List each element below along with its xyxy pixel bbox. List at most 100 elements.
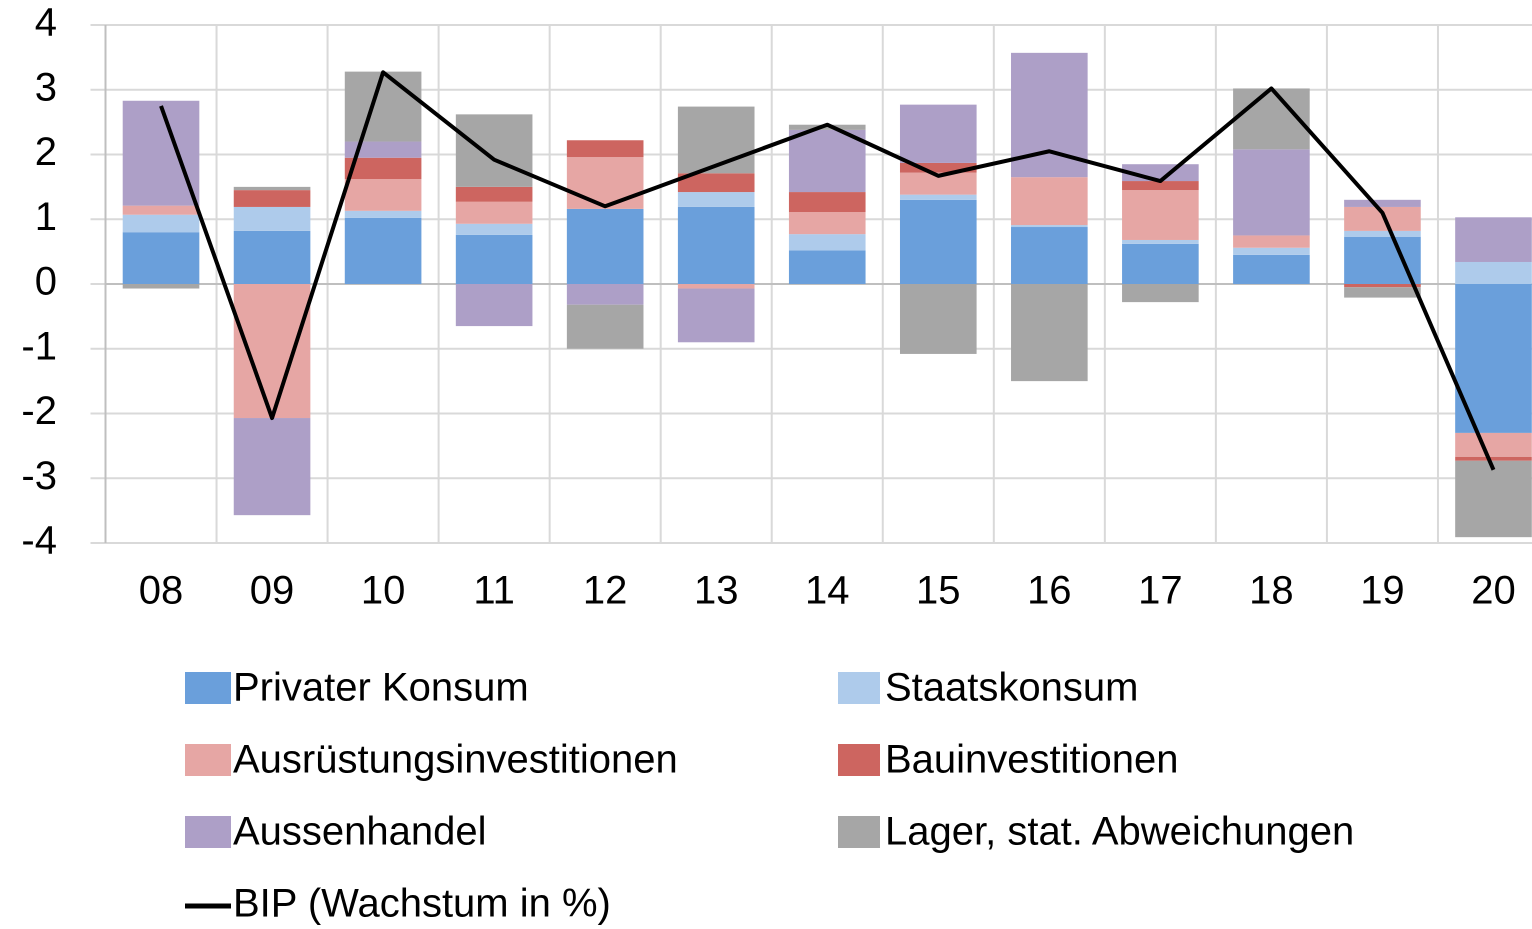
x-tick-label: 10 (361, 569, 406, 613)
y-tick-label: 2 (35, 130, 57, 174)
bar-segment (122, 214, 200, 233)
bar-segment (899, 172, 977, 195)
bar-segment (677, 284, 755, 289)
x-tick-label: 20 (1471, 569, 1516, 613)
bar-segment (1011, 227, 1088, 284)
x-tick-label: 08 (139, 569, 184, 613)
legend-label: Privater Konsum (233, 666, 529, 710)
bar-segment (1122, 181, 1199, 191)
legend-swatch (185, 816, 231, 848)
bar-segment (677, 288, 755, 343)
bar-segment (788, 212, 866, 235)
legend-swatch (838, 744, 880, 776)
bar-segment (566, 208, 644, 284)
y-tick-label: -3 (21, 454, 57, 498)
bar-segment (899, 104, 977, 163)
bar-segment (344, 71, 422, 142)
x-tick-label: 13 (694, 569, 739, 613)
x-tick-label: 11 (473, 569, 515, 613)
legend-label: Ausrüstungsinvestitionen (233, 738, 678, 782)
bar-segment (344, 217, 422, 284)
bar-segment (1455, 261, 1532, 284)
bar-segment (566, 157, 644, 209)
bar-segment (344, 179, 422, 211)
bar-segment (1122, 239, 1199, 244)
legend-swatch (185, 672, 231, 704)
bar-segment (1233, 254, 1310, 284)
y-tick-label: 3 (35, 65, 57, 109)
y-tick-label: 0 (35, 260, 57, 304)
y-tick-label: -2 (21, 389, 57, 433)
x-tick-label: 09 (250, 569, 295, 613)
bar-segment (1011, 284, 1088, 382)
bar-segment (677, 192, 755, 207)
bar-segment (344, 141, 422, 158)
bar-segment (788, 124, 866, 130)
x-tick-label: 18 (1249, 569, 1294, 613)
bar-segment (233, 186, 311, 191)
bar-segment (1122, 243, 1199, 284)
bar-segment (344, 210, 422, 218)
bar-segment (788, 250, 866, 284)
bar-segment (233, 284, 311, 419)
bar-segment (899, 194, 977, 200)
bar-segment (899, 199, 977, 284)
x-tick-label: 14 (805, 569, 850, 613)
x-tick-label: 19 (1360, 569, 1405, 613)
bar-segment (788, 234, 866, 251)
bar-segment (122, 100, 200, 206)
bar-segment (455, 186, 533, 202)
legend-label: Staatskonsum (885, 666, 1138, 710)
bar-segment (899, 162, 977, 173)
bar-segment (455, 284, 533, 327)
bar-segment (1455, 217, 1532, 262)
bar-segment (899, 284, 977, 354)
bar-segment (233, 190, 311, 207)
bar-segment (233, 206, 311, 231)
legend-label: Lager, stat. Abweichungen (885, 810, 1354, 854)
bar-segment (677, 173, 755, 193)
x-tick-label: 15 (916, 569, 961, 613)
bar-segment (1344, 230, 1421, 237)
y-tick-label: -4 (21, 519, 57, 563)
legend-swatch (838, 672, 880, 704)
bar-segment (1122, 190, 1199, 240)
bar-segment (233, 418, 311, 516)
bar-segment (122, 284, 200, 289)
bar-segment (1344, 287, 1421, 298)
legend-swatch (185, 744, 231, 776)
y-tick-label: 1 (35, 195, 57, 239)
x-tick-label: 12 (583, 569, 628, 613)
bar-segment (1233, 235, 1310, 248)
bar-segment (455, 201, 533, 224)
bar-segment (1344, 199, 1421, 207)
bar-segment (1233, 247, 1310, 255)
bar-segment (1455, 456, 1532, 461)
bar-segment (677, 206, 755, 284)
y-tick-label: -1 (21, 324, 57, 368)
bar-segment (455, 223, 533, 235)
bar-segment (1122, 284, 1199, 303)
legend-label: Aussenhandel (233, 810, 487, 854)
bar-segment (455, 114, 533, 187)
bar-segment (344, 157, 422, 180)
bar-segment (1344, 206, 1421, 231)
bar-segment (233, 230, 311, 284)
bar-segment (677, 106, 755, 174)
bar-segment (1011, 177, 1088, 226)
line-series (159, 70, 1496, 471)
bar-segment (1455, 460, 1532, 538)
legend-swatch (838, 816, 880, 848)
bar-segment (1233, 149, 1310, 236)
bar-segment (455, 234, 533, 284)
x-tick-label: 16 (1027, 569, 1072, 613)
bar-segment (566, 140, 644, 158)
x-tick-label: 17 (1138, 569, 1183, 613)
bar-segment (788, 192, 866, 213)
bar-segment (566, 284, 644, 305)
bar-segment (122, 205, 200, 215)
bar-segment (1011, 225, 1088, 228)
legend-label: Bauinvestitionen (885, 738, 1179, 782)
